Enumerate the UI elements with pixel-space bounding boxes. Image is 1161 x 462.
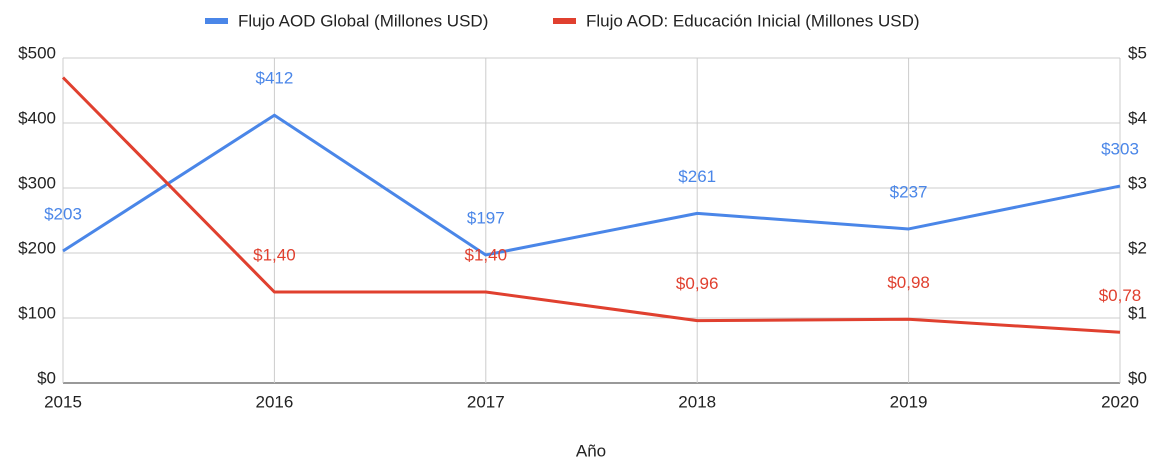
data-label: $303 [1101,140,1139,159]
data-label: $0,96 [676,274,719,293]
y-tick-label: $200 [18,238,56,257]
data-label: $0,98 [887,273,930,292]
data-label: $1,40 [253,245,296,264]
x-tick-label: 2018 [678,392,716,411]
x-axis-title: Año [576,441,606,460]
data-label: $412 [255,69,293,88]
series-line [61,76,1121,334]
series-line [62,113,1121,257]
x-tick-label: 2020 [1101,392,1139,411]
y2-tick-label: $1 [1128,303,1147,322]
data-label: $203 [44,205,82,224]
data-label: $1,40 [465,245,508,264]
y2-tick-label: $3 [1128,173,1147,192]
y-tick-label: $100 [18,303,56,322]
legend-label: Flujo AOD Global (Millones USD) [238,11,488,30]
x-tick-label: 2019 [890,392,928,411]
legend-label: Flujo AOD: Educación Inicial (Millones U… [586,11,920,30]
y-tick-label: $300 [18,173,56,192]
x-tick-label: 2017 [467,392,505,411]
y2-tick-label: $2 [1128,238,1147,257]
legend-swatch [553,18,576,24]
data-label: $261 [678,167,716,186]
x-tick-label: 2015 [44,392,82,411]
x-tick-label: 2016 [255,392,293,411]
y-tick-label: $500 [18,43,56,62]
y2-tick-label: $4 [1128,108,1147,127]
y2-tick-label: $0 [1128,368,1147,387]
y-tick-label: $400 [18,108,56,127]
data-label: $0,78 [1099,286,1142,305]
y-tick-label: $0 [37,368,56,387]
data-label: $237 [890,182,928,201]
data-label: $197 [467,208,505,227]
legend-swatch [205,18,228,24]
y2-tick-label: $5 [1128,43,1147,62]
